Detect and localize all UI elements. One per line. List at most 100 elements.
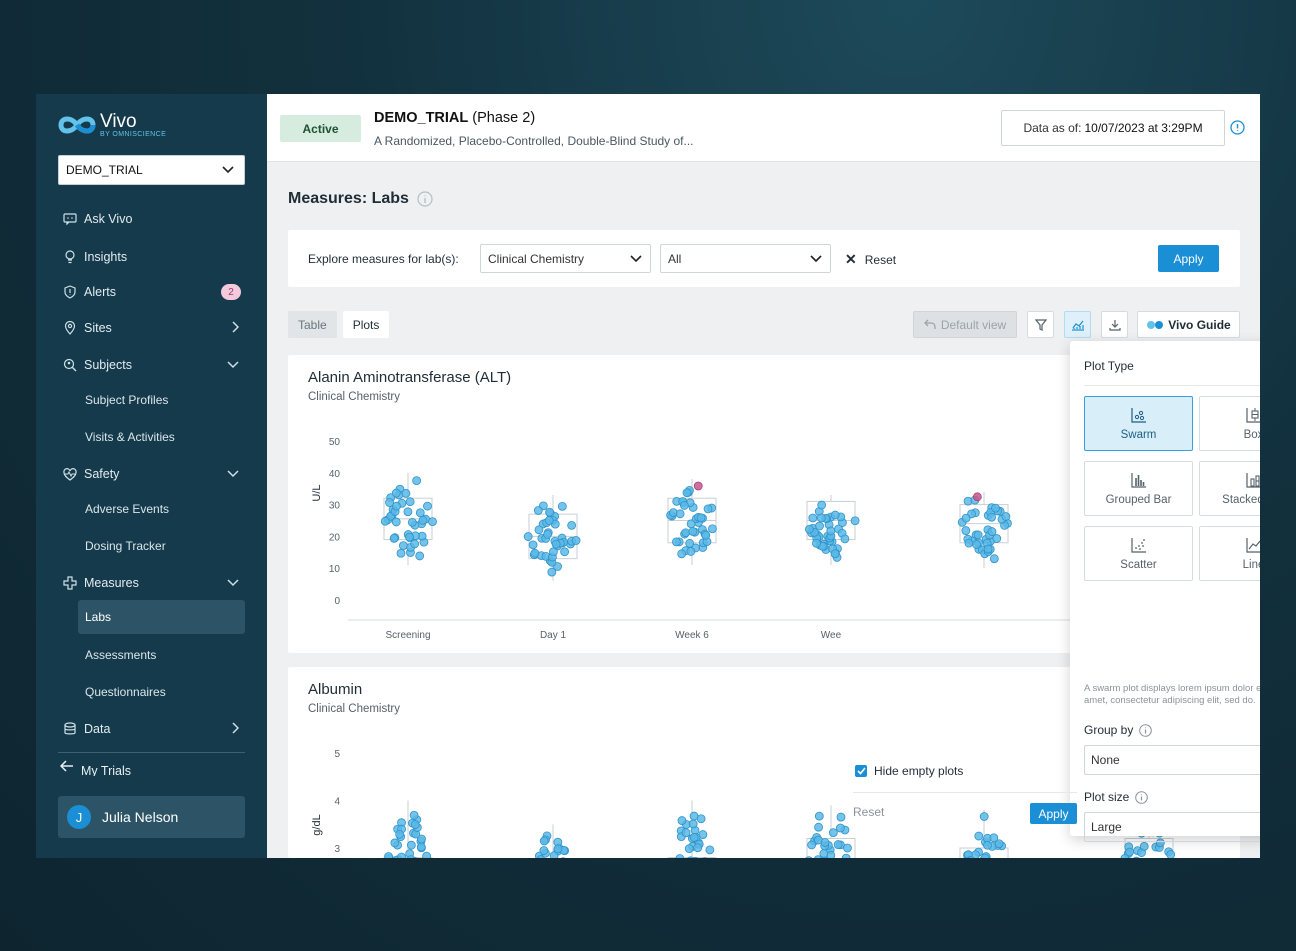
nav-sites[interactable]: Sites	[58, 311, 245, 345]
data-point[interactable]	[407, 517, 417, 527]
plot-type-scatter[interactable]: Scatter	[1084, 526, 1193, 581]
data-point[interactable]	[416, 842, 426, 852]
data-point[interactable]	[418, 515, 428, 525]
data-point[interactable]	[688, 819, 698, 829]
data-point[interactable]	[961, 513, 971, 523]
data-point[interactable]	[836, 823, 845, 833]
data-point[interactable]	[677, 549, 687, 559]
data-point[interactable]	[689, 833, 699, 842]
data-point[interactable]	[523, 532, 533, 541]
data-point[interactable]	[412, 476, 422, 486]
data-point[interactable]	[708, 524, 717, 534]
plot-type-stacked-bar[interactable]: Stacked Bar	[1199, 461, 1260, 516]
data-point[interactable]	[395, 829, 404, 839]
data-point[interactable]	[807, 840, 817, 850]
data-point[interactable]	[1120, 854, 1130, 858]
nav-questionnaires[interactable]: Questionnaires	[78, 675, 245, 709]
data-point[interactable]	[390, 838, 400, 848]
nav-safety[interactable]: Safety	[58, 457, 245, 491]
nav-ask-vivo[interactable]: Ask Vivo	[58, 202, 245, 236]
plot-settings-button[interactable]	[1064, 311, 1091, 338]
measure-select[interactable]: All	[660, 244, 831, 273]
data-point[interactable]	[974, 831, 984, 841]
data-point[interactable]	[672, 537, 681, 547]
info-icon[interactable]	[1139, 723, 1153, 737]
data-point[interactable]	[545, 507, 554, 517]
default-view-button[interactable]: Default view	[913, 311, 1017, 338]
logo[interactable]: Vivo BY OMNISCIENCE	[58, 112, 166, 138]
data-point[interactable]	[814, 811, 824, 821]
data-point[interactable]	[571, 536, 581, 545]
download-button[interactable]	[1101, 311, 1128, 338]
data-point[interactable]	[380, 516, 390, 526]
data-point[interactable]	[557, 501, 567, 511]
data-point[interactable]	[686, 547, 696, 556]
data-point[interactable]	[389, 533, 399, 543]
hide-empty-plots-row[interactable]: Hide empty plots	[855, 764, 963, 778]
user-card[interactable]: J Julia Nelson	[58, 796, 245, 838]
data-point[interactable]	[841, 853, 851, 858]
data-point[interactable]	[830, 510, 840, 520]
data-point[interactable]	[961, 526, 971, 535]
nav-alerts[interactable]: Alerts 2	[58, 275, 245, 309]
data-point[interactable]	[685, 538, 695, 548]
data-point[interactable]	[543, 530, 552, 539]
data-point[interactable]	[983, 544, 993, 554]
nav-assessments[interactable]: Assessments	[78, 638, 245, 672]
data-point[interactable]	[530, 548, 540, 558]
data-point[interactable]	[675, 509, 685, 519]
data-point[interactable]	[814, 855, 823, 858]
data-point[interactable]	[705, 845, 715, 855]
data-point[interactable]	[567, 520, 577, 530]
data-point[interactable]	[397, 852, 406, 858]
data-point[interactable]	[560, 547, 569, 557]
data-point[interactable]	[406, 840, 416, 850]
data-point[interactable]	[539, 836, 549, 846]
data-point[interactable]	[1166, 850, 1176, 858]
trial-select[interactable]: DEMO_TRIAL	[58, 155, 245, 185]
data-point[interactable]	[991, 503, 1000, 513]
data-point[interactable]	[415, 551, 425, 561]
data-point[interactable]	[391, 517, 401, 527]
plot-type-box[interactable]: Box	[1199, 396, 1260, 451]
data-point[interactable]	[989, 833, 999, 843]
data-point[interactable]	[828, 828, 838, 838]
data-point[interactable]	[533, 506, 543, 515]
data-point[interactable]	[1001, 512, 1011, 521]
data-point[interactable]	[544, 516, 554, 525]
data-point[interactable]	[980, 853, 990, 858]
group-by-select[interactable]: None	[1084, 745, 1260, 775]
data-point[interactable]	[983, 840, 992, 850]
plot-type-grouped-bar[interactable]: Grouped Bar	[1084, 461, 1193, 516]
nav-data[interactable]: Data	[58, 712, 245, 746]
data-point[interactable]	[987, 527, 997, 536]
data-point[interactable]	[830, 549, 840, 559]
data-point[interactable]	[1155, 838, 1165, 848]
data-point[interactable]	[684, 844, 694, 854]
data-point[interactable]	[850, 516, 860, 526]
data-point[interactable]	[551, 539, 561, 549]
data-point[interactable]	[693, 843, 703, 853]
my-trials-link[interactable]: My Trials	[60, 760, 131, 776]
data-point[interactable]	[972, 492, 982, 502]
data-point[interactable]	[548, 547, 558, 557]
filter-toggle-button[interactable]	[1027, 311, 1054, 338]
data-point[interactable]	[833, 840, 843, 849]
nav-adverse-events[interactable]: Adverse Events	[78, 492, 245, 526]
data-point[interactable]	[964, 538, 974, 548]
data-point[interactable]	[384, 852, 393, 858]
data-point[interactable]	[528, 540, 538, 550]
data-point[interactable]	[392, 501, 401, 511]
data-point[interactable]	[534, 525, 544, 535]
hide-empty-checkbox[interactable]	[855, 765, 867, 777]
data-point[interactable]	[840, 534, 850, 544]
data-point[interactable]	[396, 548, 406, 558]
data-point[interactable]	[423, 501, 432, 511]
data-point[interactable]	[804, 524, 814, 534]
data-point[interactable]	[703, 504, 713, 514]
nav-subjects[interactable]: Subjects	[58, 348, 245, 382]
data-point[interactable]	[843, 843, 852, 853]
data-point[interactable]	[679, 501, 689, 510]
tab-plots[interactable]: Plots	[342, 311, 390, 338]
data-point[interactable]	[696, 513, 706, 523]
